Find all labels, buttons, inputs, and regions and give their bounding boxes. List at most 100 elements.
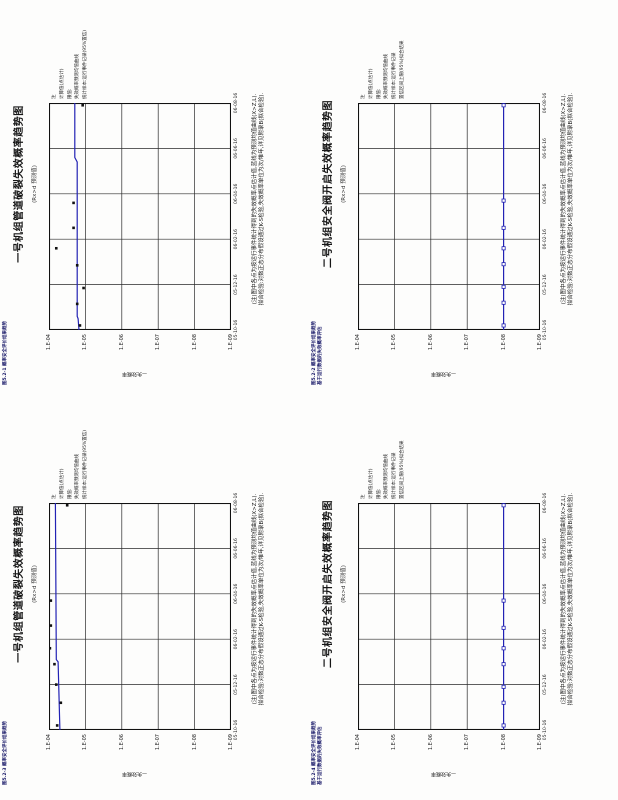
- data-point-marker: [501, 198, 506, 203]
- legend-item: 置信区间上限(95%)拟合结果: [399, 440, 405, 499]
- legend-item: 注: [52, 494, 57, 500]
- data-point-marker: [501, 598, 506, 603]
- page-quadrant: 图5.2-3 概率安全评价结果趋势 一号机组管道破裂失效概率趋势图 (Rx>d …: [0, 400, 309, 800]
- x-tick-label: 06-08-16: [543, 92, 548, 114]
- caption-line: (注)图中各点为按运行事件统计得到的失效概率点估计值,蓝线为预测均值曲线(X>Z…: [561, 493, 567, 705]
- y-tick-label: 1.E-08: [500, 734, 507, 751]
- legend-item: 统计样本:运行事件记录(95%置信): [83, 29, 89, 99]
- y-tick-label: 1.E-07: [155, 734, 162, 751]
- y-tick-label: 1.E-05: [391, 734, 398, 751]
- chart-caption: (注)图中各点为按运行事件统计得到的失效概率点估计值,蓝线为预测均值曲线(X>Z…: [252, 26, 266, 372]
- data-point-marker: [78, 324, 82, 327]
- figure-number-line: 图5.2-2 概率安全评价结果趋势: [312, 320, 317, 385]
- y-axis-title: —失效概率: [122, 770, 148, 777]
- y-tick-label: 1.E-07: [464, 334, 471, 351]
- data-point-marker: [501, 723, 506, 728]
- data-point-marker: [49, 599, 53, 602]
- plot-area: [49, 503, 231, 730]
- legend-item: 失效概率预测均值曲线: [384, 454, 390, 499]
- x-axis-tick-labels: 05-10-16 05-12-16 06-02-16 06-04-16 06-06-16…: [543, 93, 555, 340]
- x-tick-label: 05-12-16: [234, 274, 239, 295]
- chart-subtitle: (Rx>d 预测值): [32, 165, 38, 203]
- chart-caption: (注)图中各点为按运行事件统计得到的失效概率点估计值,蓝线为预测均值曲线(X>Z…: [561, 426, 575, 772]
- legend-item: 统计样本:运行事件记录: [392, 452, 398, 499]
- data-point-marker: [65, 503, 69, 507]
- x-tick-label: 05-10-16: [543, 719, 548, 741]
- chart-legend: 注计算值(点估计) 限值: 失效概率预测均值曲线 统计样本:运行事件记录 置信区间上限(…: [361, 7, 408, 99]
- caption-line: (注)图中各点为按运行事件统计得到的失效概率点估计值,蓝线为预测均值曲线(X>Z…: [252, 493, 258, 705]
- x-tick-label: 06-06-16: [543, 538, 548, 559]
- figure-number-line: 图5.2-1 概率安全评价结果趋势: [3, 320, 8, 385]
- data-point-marker: [54, 683, 58, 686]
- y-tick-label: 1.E-05: [82, 334, 89, 351]
- x-tick-label: 06-06-16: [234, 538, 239, 559]
- data-point-marker: [501, 262, 506, 267]
- y-tick-label: 1.E-05: [391, 334, 398, 351]
- plot-area: [49, 103, 231, 330]
- data-point-marker: [501, 662, 506, 667]
- x-tick-label: 06-06-16: [543, 138, 548, 159]
- x-tick-label: 06-04-16: [234, 183, 239, 205]
- y-axis-title: —失效概率: [431, 370, 457, 377]
- plot-area: [358, 503, 540, 730]
- chart-caption: (注)图中各点为按运行事件统计得到的失效概率点估计值,蓝线为预测均值曲线(X>Z…: [252, 426, 266, 772]
- y-tick-label: 1.E-04: [355, 334, 361, 351]
- x-axis-tick-labels: 05-10-16 05-12-16 06-02-16 06-04-16 06-06-16…: [234, 493, 246, 740]
- figure-number-line: 图5.2-3 概率安全评价结果趋势: [3, 720, 8, 785]
- data-point-marker: [49, 624, 53, 627]
- y-tick-label: 1.E-05: [82, 734, 89, 751]
- x-tick-label: 06-02-16: [234, 228, 239, 250]
- legend-item: 失效概率预测均值曲线: [384, 54, 390, 99]
- data-point-marker: [81, 103, 84, 107]
- x-tick-label: 06-02-16: [543, 228, 548, 250]
- x-tick-label: 06-08-16: [234, 92, 239, 114]
- x-axis-tick-labels: 05-10-16 05-12-16 06-02-16 06-04-16 06-06-16…: [543, 493, 555, 740]
- y-tick-label: 1.E-06: [118, 334, 125, 351]
- data-point-marker: [75, 302, 79, 306]
- y-tick-label: 1.E-07: [155, 334, 162, 351]
- y-tick-label: 1.E-08: [500, 334, 507, 351]
- chart-card: 图5.2-4 概率安全评价结果趋势 基于运行数据的失效概率评估 二号机组安全阀开启…: [309, 400, 618, 800]
- chart-subtitle: (Rx>d 预测值): [341, 565, 347, 603]
- trend-line: [54, 503, 61, 730]
- legend-item: 计算值(点估计): [59, 468, 65, 499]
- data-point-marker: [501, 646, 506, 651]
- legend-item: 注: [361, 94, 366, 100]
- figure-number-label: 图5.2-1 概率安全评价结果趋势: [3, 321, 9, 385]
- data-point-marker: [49, 646, 52, 650]
- y-tick-label: 1.E-04: [46, 734, 52, 751]
- y-tick-label: 1.E-06: [427, 334, 434, 351]
- legend-item: 限值:: [376, 88, 382, 99]
- data-point-marker: [59, 701, 63, 705]
- x-tick-label: 05-10-16: [543, 319, 548, 341]
- x-tick-label: 06-04-16: [234, 583, 239, 605]
- data-point-marker: [53, 662, 56, 666]
- y-tick-label: 1.E-08: [191, 734, 198, 751]
- x-tick-label: 05-12-16: [543, 274, 548, 295]
- data-point-marker: [72, 226, 75, 230]
- x-tick-label: 05-12-16: [543, 674, 548, 695]
- chart-subtitle: (Rx>d 预测值): [32, 565, 38, 603]
- x-tick-label: 05-10-16: [234, 319, 239, 341]
- data-point-marker: [501, 625, 506, 630]
- x-tick-label: 06-02-16: [234, 628, 239, 650]
- chart-title: 一号机组管道破裂失效概率趋势图: [14, 105, 25, 263]
- plot-svg: [49, 503, 231, 730]
- chart-card: 图5.2-3 概率安全评价结果趋势 一号机组管道破裂失效概率趋势图 (Rx>d …: [0, 400, 309, 800]
- legend-item: 置信区间上限(95%)拟合结果: [399, 40, 405, 99]
- data-point-marker: [54, 246, 58, 250]
- caption-line: 拟合检验:对数正态分布假设通过K-S检验,失效概率单位为次/堆年,详见附录B(拟…: [568, 492, 574, 706]
- chart-caption: (注)图中各点为按运行事件统计得到的失效概率点估计值,蓝线为预测均值曲线(X>Z…: [561, 26, 575, 372]
- x-tick-label: 06-02-16: [543, 628, 548, 650]
- data-point-marker: [501, 700, 506, 705]
- plot-border: [49, 503, 231, 730]
- y-tick-label: 1.E-06: [427, 734, 434, 751]
- caption-line: 拟合检验:对数正态分布假设通过K-S检验,失效概率单位为次/堆年,详见附录B(拟…: [259, 92, 265, 306]
- x-tick-label: 05-10-16: [234, 719, 239, 741]
- y-axis-title: —失效概率: [431, 770, 457, 777]
- caption-line: 拟合检验:对数正态分布假设通过K-S检验,失效概率单位为次/堆年,详见附录B(拟…: [568, 92, 574, 306]
- data-point-marker: [501, 323, 506, 328]
- page-quadrant: 图5.2-2 概率安全评价结果趋势 基于运行数据的失效概率评估 二号机组安全阀开启…: [309, 0, 618, 400]
- legend-item: 注: [361, 494, 366, 500]
- chart-card: 图5.2-2 概率安全评价结果趋势 基于运行数据的失效概率评估 二号机组安全阀开启…: [309, 0, 618, 400]
